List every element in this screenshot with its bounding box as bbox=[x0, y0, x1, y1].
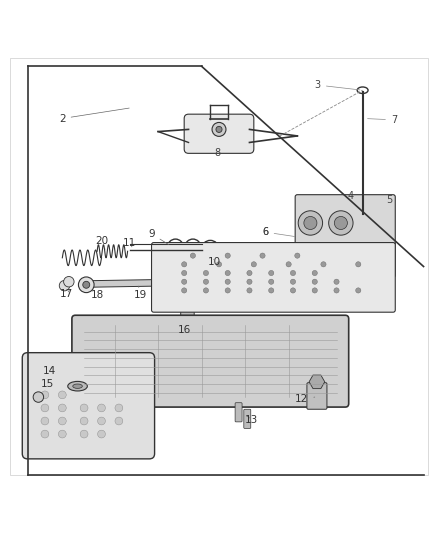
Text: 5: 5 bbox=[387, 196, 393, 205]
Circle shape bbox=[290, 279, 296, 284]
Circle shape bbox=[58, 391, 66, 399]
Circle shape bbox=[334, 288, 339, 293]
Circle shape bbox=[321, 262, 326, 267]
Circle shape bbox=[182, 262, 187, 267]
Circle shape bbox=[268, 279, 274, 284]
Circle shape bbox=[312, 288, 318, 293]
Circle shape bbox=[203, 270, 208, 276]
Circle shape bbox=[298, 211, 322, 235]
Circle shape bbox=[190, 253, 195, 258]
Text: 15: 15 bbox=[40, 379, 54, 394]
FancyBboxPatch shape bbox=[295, 195, 395, 277]
Circle shape bbox=[225, 288, 230, 293]
Circle shape bbox=[80, 417, 88, 425]
Circle shape bbox=[58, 430, 66, 438]
Circle shape bbox=[182, 288, 187, 293]
Circle shape bbox=[182, 279, 187, 284]
Text: 7: 7 bbox=[367, 115, 397, 125]
Circle shape bbox=[80, 404, 88, 412]
Text: 10: 10 bbox=[208, 257, 221, 267]
Text: 3: 3 bbox=[315, 80, 360, 90]
FancyBboxPatch shape bbox=[184, 114, 254, 154]
Text: 9: 9 bbox=[148, 229, 169, 245]
Circle shape bbox=[41, 430, 49, 438]
Circle shape bbox=[98, 417, 106, 425]
Circle shape bbox=[172, 243, 180, 251]
Circle shape bbox=[115, 417, 123, 425]
Circle shape bbox=[247, 270, 252, 276]
Circle shape bbox=[203, 288, 208, 293]
Text: 2: 2 bbox=[59, 108, 129, 124]
FancyBboxPatch shape bbox=[152, 243, 395, 312]
Circle shape bbox=[206, 245, 215, 254]
Circle shape bbox=[216, 126, 222, 133]
Circle shape bbox=[212, 123, 226, 136]
Text: 12: 12 bbox=[295, 394, 315, 404]
Circle shape bbox=[260, 253, 265, 258]
Text: 11: 11 bbox=[123, 238, 136, 247]
Circle shape bbox=[268, 270, 274, 276]
Circle shape bbox=[203, 279, 208, 284]
Circle shape bbox=[225, 279, 230, 284]
Circle shape bbox=[80, 430, 88, 438]
Circle shape bbox=[64, 277, 74, 287]
Circle shape bbox=[312, 270, 318, 276]
FancyBboxPatch shape bbox=[235, 403, 242, 422]
FancyBboxPatch shape bbox=[307, 383, 327, 409]
Ellipse shape bbox=[73, 384, 82, 389]
Circle shape bbox=[41, 417, 49, 425]
Circle shape bbox=[356, 262, 361, 267]
Circle shape bbox=[189, 243, 197, 251]
Circle shape bbox=[268, 288, 274, 293]
Text: 13: 13 bbox=[245, 415, 258, 425]
Ellipse shape bbox=[68, 382, 87, 391]
Circle shape bbox=[251, 262, 256, 267]
Circle shape bbox=[98, 430, 106, 438]
Circle shape bbox=[290, 270, 296, 276]
Circle shape bbox=[356, 288, 361, 293]
Text: 18: 18 bbox=[91, 287, 104, 300]
Text: 20: 20 bbox=[95, 236, 108, 249]
Text: 16: 16 bbox=[177, 325, 191, 335]
Circle shape bbox=[33, 392, 44, 402]
Circle shape bbox=[115, 404, 123, 412]
Circle shape bbox=[41, 391, 49, 399]
FancyBboxPatch shape bbox=[22, 353, 155, 459]
Text: 14: 14 bbox=[42, 366, 56, 376]
Circle shape bbox=[58, 404, 66, 412]
FancyBboxPatch shape bbox=[72, 315, 349, 407]
Text: 8: 8 bbox=[215, 148, 221, 158]
Text: 17: 17 bbox=[60, 289, 73, 300]
Circle shape bbox=[286, 262, 291, 267]
Text: 6: 6 bbox=[262, 227, 295, 237]
Circle shape bbox=[290, 288, 296, 293]
Circle shape bbox=[334, 216, 347, 230]
FancyBboxPatch shape bbox=[244, 409, 251, 429]
Circle shape bbox=[334, 279, 339, 284]
Circle shape bbox=[41, 404, 49, 412]
Circle shape bbox=[304, 216, 317, 230]
Circle shape bbox=[295, 253, 300, 258]
Text: 6: 6 bbox=[262, 227, 268, 237]
Circle shape bbox=[59, 280, 70, 291]
Circle shape bbox=[312, 279, 318, 284]
Circle shape bbox=[247, 288, 252, 293]
Text: 19: 19 bbox=[134, 286, 147, 300]
Circle shape bbox=[225, 270, 230, 276]
FancyBboxPatch shape bbox=[181, 305, 194, 325]
Circle shape bbox=[78, 277, 94, 293]
Circle shape bbox=[328, 211, 353, 235]
Polygon shape bbox=[309, 375, 325, 389]
Circle shape bbox=[247, 279, 252, 284]
Circle shape bbox=[225, 253, 230, 258]
Circle shape bbox=[98, 404, 106, 412]
Circle shape bbox=[83, 281, 90, 288]
Circle shape bbox=[216, 262, 222, 267]
Polygon shape bbox=[80, 279, 158, 287]
Circle shape bbox=[58, 417, 66, 425]
Text: 4: 4 bbox=[347, 191, 353, 201]
Circle shape bbox=[182, 270, 187, 276]
